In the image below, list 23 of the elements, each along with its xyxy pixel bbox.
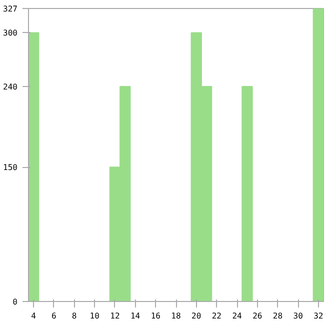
x-tick-label: 22 — [212, 312, 222, 320]
x-tick-label: 32 — [314, 312, 324, 320]
y-tick-label: 240 — [3, 82, 18, 92]
y-tick-label: 327 — [3, 4, 18, 14]
x-tick-label: 6 — [52, 312, 57, 320]
x-tick-label: 24 — [232, 312, 242, 320]
x-tick-label: 18 — [171, 312, 181, 320]
x-tick-label: 4 — [31, 312, 36, 320]
y-tick-label: 300 — [3, 28, 18, 38]
x-tick-label: 14 — [130, 312, 140, 320]
x-tick-label: 20 — [192, 312, 202, 320]
x-tick-label: 10 — [90, 312, 100, 320]
x-tick-label: 30 — [293, 312, 304, 320]
x-tick-label: 8 — [72, 312, 77, 320]
y-tick-label: 150 — [3, 163, 18, 172]
x-tick-label: 26 — [252, 312, 262, 320]
x-tick-label: 28 — [272, 312, 283, 320]
bar — [312, 8, 324, 302]
y-tick-label: 0 — [12, 298, 18, 306]
bar — [242, 86, 253, 302]
bar — [28, 32, 40, 302]
x-tick-label: 12 — [110, 312, 120, 320]
x-tick-label: 16 — [150, 312, 161, 320]
